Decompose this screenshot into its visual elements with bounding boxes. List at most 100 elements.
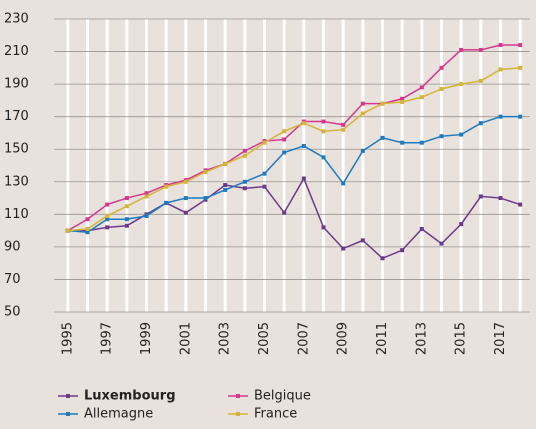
point — [380, 101, 385, 106]
y-tick-label: 190 — [4, 77, 29, 92]
point — [360, 111, 365, 116]
point — [301, 176, 306, 181]
point — [124, 196, 129, 201]
point — [262, 140, 267, 145]
x-tick-label: 1995 — [60, 322, 75, 355]
point — [262, 184, 267, 189]
year-band — [164, 19, 168, 312]
point — [419, 85, 424, 90]
x-tick-label: 2009 — [336, 322, 351, 355]
y-tick-label: 50 — [4, 305, 21, 320]
point — [242, 179, 247, 184]
point — [223, 183, 228, 188]
point — [341, 122, 346, 127]
point — [144, 213, 149, 218]
year-band — [184, 19, 188, 312]
year-band — [440, 19, 443, 312]
point — [400, 248, 405, 253]
y-tick-label: 70 — [4, 272, 21, 287]
point — [144, 194, 149, 199]
year-band — [479, 19, 483, 312]
year-band — [341, 19, 345, 312]
series-line — [67, 44, 521, 232]
point — [518, 114, 523, 119]
point — [321, 155, 326, 160]
point — [498, 43, 503, 48]
point — [282, 210, 287, 215]
point — [144, 191, 149, 196]
year-band — [204, 19, 207, 312]
year-band — [302, 19, 306, 312]
y-tick-label: 210 — [4, 44, 29, 59]
y-tick-label: 90 — [4, 239, 21, 254]
point — [262, 171, 267, 176]
point — [498, 67, 503, 72]
point — [85, 226, 90, 231]
point — [242, 153, 247, 158]
y-tick-label: 170 — [4, 109, 29, 124]
x-tick-label: 2013 — [414, 322, 429, 355]
point — [419, 140, 424, 145]
point — [518, 65, 523, 70]
year-band — [518, 19, 522, 312]
legend-label: France — [254, 407, 297, 422]
legend-label: Luxembourg — [84, 389, 176, 404]
point — [478, 78, 483, 83]
year-band — [125, 19, 129, 312]
point — [478, 47, 483, 52]
year-band — [105, 19, 109, 312]
point — [321, 129, 326, 134]
year-band — [263, 19, 266, 312]
point — [203, 196, 208, 201]
legend-label: Belgique — [254, 389, 311, 404]
point — [183, 196, 188, 201]
point — [124, 204, 129, 209]
legend-marker — [66, 412, 70, 416]
point — [183, 179, 188, 184]
point — [419, 95, 424, 100]
year-band — [459, 19, 463, 312]
point — [439, 86, 444, 91]
year-band — [420, 19, 424, 312]
point — [360, 238, 365, 243]
x-tick-label: 1999 — [139, 322, 154, 355]
point — [400, 100, 405, 105]
point — [321, 225, 326, 230]
point — [459, 47, 464, 52]
year-band — [322, 19, 325, 312]
point — [282, 129, 287, 134]
point — [85, 230, 90, 235]
y-tick-label: 230 — [4, 12, 29, 27]
point — [105, 217, 110, 222]
point — [203, 170, 208, 175]
point — [223, 187, 228, 192]
point — [439, 65, 444, 70]
year-band — [66, 19, 70, 312]
point — [518, 43, 523, 48]
point — [439, 241, 444, 246]
x-tick-label: 2001 — [178, 322, 193, 355]
point — [518, 202, 523, 207]
point — [400, 96, 405, 101]
point — [65, 228, 70, 233]
point — [282, 150, 287, 155]
point — [478, 121, 483, 126]
point — [341, 127, 346, 132]
point — [341, 246, 346, 251]
x-tick-label: 2015 — [454, 322, 469, 355]
point — [380, 135, 385, 140]
point — [301, 121, 306, 126]
series-line — [67, 67, 521, 232]
point — [380, 256, 385, 261]
point — [282, 137, 287, 142]
year-band — [282, 19, 286, 312]
point — [105, 202, 110, 207]
point — [360, 148, 365, 153]
x-tick-label: 2017 — [493, 322, 508, 355]
point — [341, 181, 346, 186]
legend-label: Allemagne — [84, 407, 153, 422]
point — [498, 196, 503, 201]
x-tick-label: 2005 — [257, 322, 272, 355]
legend-marker — [236, 394, 240, 398]
point — [105, 213, 110, 218]
